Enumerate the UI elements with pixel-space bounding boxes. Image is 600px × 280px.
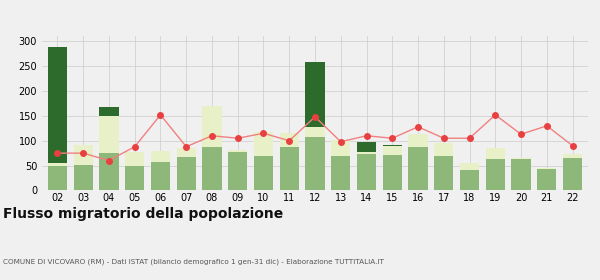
- Point: [490, 113, 500, 117]
- Point: [181, 144, 191, 149]
- Bar: [383, 155, 402, 190]
- Bar: [357, 142, 376, 152]
- Point: [104, 158, 114, 163]
- Bar: [228, 152, 247, 190]
- Bar: [151, 162, 170, 190]
- Bar: [125, 165, 145, 190]
- Point: [516, 132, 526, 137]
- Point: [53, 151, 62, 155]
- Bar: [74, 145, 93, 165]
- Bar: [537, 169, 556, 190]
- Point: [155, 113, 165, 117]
- Point: [413, 125, 423, 129]
- Bar: [125, 152, 145, 165]
- Bar: [305, 62, 325, 127]
- Bar: [434, 143, 454, 156]
- Bar: [485, 148, 505, 159]
- Point: [79, 151, 88, 155]
- Point: [310, 115, 320, 119]
- Bar: [563, 154, 582, 158]
- Bar: [331, 140, 350, 156]
- Point: [362, 134, 371, 138]
- Bar: [254, 132, 273, 156]
- Bar: [485, 159, 505, 190]
- Text: Flusso migratorio della popolazione: Flusso migratorio della popolazione: [3, 207, 283, 221]
- Bar: [100, 153, 119, 190]
- Bar: [74, 165, 93, 190]
- Bar: [280, 147, 299, 190]
- Point: [130, 144, 140, 149]
- Bar: [202, 147, 221, 190]
- Bar: [511, 159, 530, 190]
- Point: [336, 139, 346, 144]
- Bar: [511, 158, 530, 159]
- Bar: [305, 127, 325, 137]
- Bar: [563, 158, 582, 190]
- Bar: [460, 163, 479, 169]
- Bar: [383, 145, 402, 146]
- Bar: [357, 152, 376, 154]
- Bar: [100, 107, 119, 116]
- Bar: [202, 106, 221, 147]
- Bar: [409, 147, 428, 190]
- Bar: [48, 165, 67, 190]
- Point: [542, 123, 551, 128]
- Bar: [409, 134, 428, 147]
- Bar: [48, 47, 67, 163]
- Bar: [151, 151, 170, 162]
- Bar: [100, 116, 119, 153]
- Point: [207, 134, 217, 138]
- Bar: [331, 156, 350, 190]
- Point: [388, 136, 397, 141]
- Bar: [48, 163, 67, 165]
- Bar: [254, 156, 273, 190]
- Bar: [176, 148, 196, 157]
- Point: [259, 131, 268, 136]
- Bar: [176, 157, 196, 190]
- Bar: [537, 167, 556, 169]
- Bar: [383, 146, 402, 155]
- Bar: [280, 133, 299, 147]
- Point: [233, 136, 242, 141]
- Bar: [460, 169, 479, 190]
- Point: [439, 136, 449, 141]
- Bar: [357, 154, 376, 190]
- Text: COMUNE DI VICOVARO (RM) - Dati ISTAT (bilancio demografico 1 gen-31 dic) - Elabo: COMUNE DI VICOVARO (RM) - Dati ISTAT (bi…: [3, 258, 384, 265]
- Bar: [305, 137, 325, 190]
- Point: [465, 136, 475, 141]
- Point: [568, 143, 577, 148]
- Bar: [434, 156, 454, 190]
- Point: [284, 139, 294, 143]
- Bar: [228, 150, 247, 152]
